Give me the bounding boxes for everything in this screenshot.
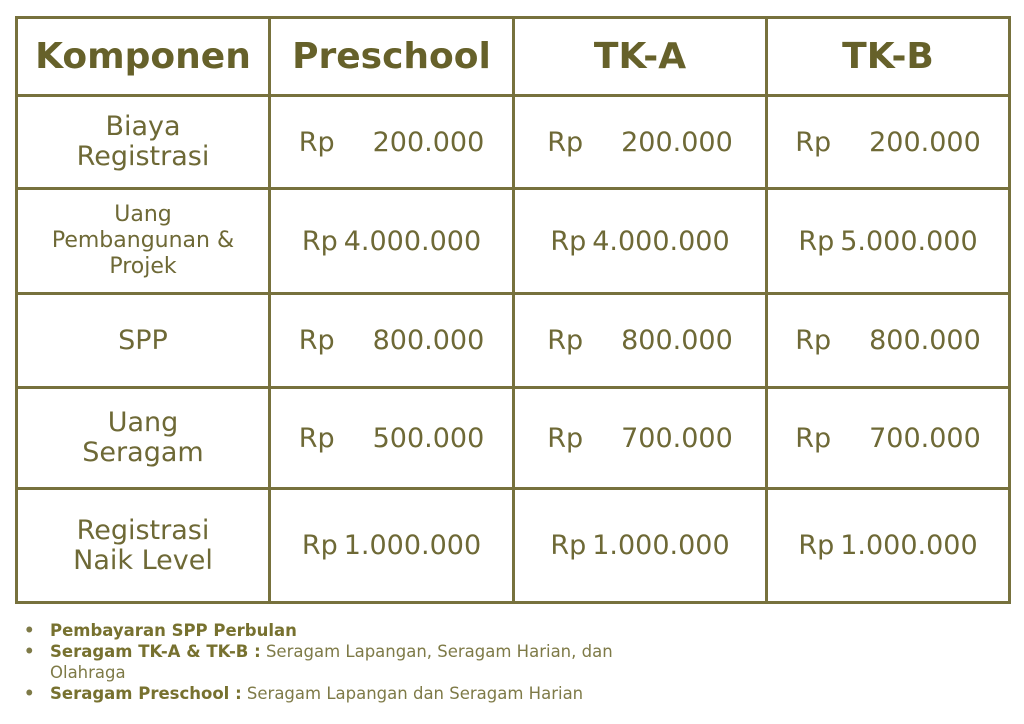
- amount-cell: Rp 700.000: [512, 386, 768, 490]
- currency-label: Rp: [298, 126, 335, 158]
- component-cell: Biaya Registrasi: [15, 94, 271, 190]
- amount: Rp 4.000.000: [515, 226, 765, 257]
- amount-cell: Rp 1.000.000: [268, 487, 515, 604]
- amount-value: 1.000.000: [343, 530, 482, 561]
- note-label: Seragam TK-A & TK-B :: [50, 642, 261, 661]
- amount-cell: Rp 5.000.000: [765, 187, 1011, 295]
- fee-table: Komponen Preschool TK-A TK-B Biaya Regis…: [15, 16, 1011, 604]
- amount: Rp 4.000.000: [271, 226, 512, 257]
- currency-label: Rp: [798, 225, 835, 257]
- amount: Rp 700.000: [768, 423, 1008, 454]
- header-preschool: Preschool: [268, 16, 515, 97]
- currency-label: Rp: [298, 422, 335, 454]
- currency-label: Rp: [547, 325, 584, 356]
- header-tk-b: TK-B: [765, 16, 1011, 97]
- amount: Rp 5.000.000: [768, 226, 1008, 257]
- amount-value: 800.000: [869, 325, 981, 356]
- note-item: Seragam TK-A & TK-B : Seragam Lapangan, …: [24, 641, 660, 683]
- notes-list: Pembayaran SPP Perbulan Seragam TK-A & T…: [24, 620, 660, 704]
- table-row: Uang Pembangunan & Projek Rp 4.000.000 Rp 4.…: [15, 187, 1011, 295]
- note-text: Seragam Lapangan, Seragam Harian, dan Ol…: [50, 642, 613, 682]
- amount-cell: Rp 200.000: [268, 94, 515, 190]
- amount-cell: Rp 800.000: [268, 292, 515, 389]
- amount: Rp 800.000: [515, 325, 765, 356]
- amount-value: 200.000: [869, 126, 981, 158]
- amount-cell: Rp 4.000.000: [512, 187, 768, 295]
- amount-value: 500.000: [372, 422, 485, 454]
- amount: Rp 1.000.000: [515, 530, 765, 561]
- table-row: SPP Rp 800.000 Rp 800.000 Rp 800.000: [15, 292, 1011, 389]
- currency-label: Rp: [795, 126, 832, 158]
- header-row: Komponen Preschool TK-A TK-B: [15, 16, 1011, 97]
- amount: Rp 800.000: [271, 325, 512, 356]
- amount-value: 5.000.000: [840, 225, 978, 257]
- table-row: Biaya Registrasi Rp 200.000 Rp 200.000 Rp 200.…: [15, 94, 1011, 190]
- amount-value: 1.000.000: [592, 530, 730, 561]
- header-tk-a: TK-A: [512, 16, 768, 97]
- note-label: Seragam Preschool :: [50, 684, 242, 703]
- currency-label: Rp: [550, 225, 587, 257]
- currency-label: Rp: [550, 530, 587, 561]
- note-item: Seragam Preschool : Seragam Lapangan dan…: [24, 683, 660, 704]
- amount-cell: Rp 800.000: [765, 292, 1011, 389]
- amount-cell: Rp 4.000.000: [268, 187, 515, 295]
- table-row: Uang Seragam Rp 500.000 Rp 700.000 Rp 700.000: [15, 386, 1011, 490]
- currency-label: Rp: [795, 422, 832, 454]
- amount: Rp 800.000: [768, 325, 1008, 356]
- amount-value: 4.000.000: [592, 225, 730, 257]
- amount-cell: Rp 1.000.000: [765, 487, 1011, 604]
- amount-cell: Rp 800.000: [512, 292, 768, 389]
- amount-value: 200.000: [372, 126, 485, 158]
- note-text: Seragam Lapangan dan Seragam Harian: [241, 684, 584, 703]
- component-cell: Registrasi Naik Level: [15, 487, 271, 604]
- amount: Rp 700.000: [515, 423, 765, 454]
- amount-cell: Rp 500.000: [268, 386, 515, 490]
- amount-cell: Rp 200.000: [512, 94, 768, 190]
- component-cell: SPP: [15, 292, 271, 389]
- amount: Rp 500.000: [271, 423, 512, 454]
- amount: Rp 200.000: [515, 127, 765, 158]
- currency-label: Rp: [795, 325, 832, 356]
- amount-value: 700.000: [869, 422, 981, 454]
- amount-value: 800.000: [372, 325, 485, 356]
- currency-label: Rp: [547, 422, 584, 454]
- amount: Rp 200.000: [271, 127, 512, 158]
- component-cell: Uang Pembangunan & Projek: [15, 187, 271, 295]
- amount: Rp 1.000.000: [768, 530, 1008, 561]
- table-row: Registrasi Naik Level Rp 1.000.000 Rp 1.000.…: [15, 487, 1011, 604]
- amount-value: 800.000: [621, 325, 733, 356]
- currency-label: Rp: [547, 126, 584, 158]
- currency-label: Rp: [798, 530, 835, 561]
- amount-cell: Rp 1.000.000: [512, 487, 768, 604]
- amount: Rp 1.000.000: [271, 530, 512, 561]
- header-komponen: Komponen: [15, 16, 271, 97]
- amount: Rp 200.000: [768, 127, 1008, 158]
- amount-value: 4.000.000: [343, 225, 482, 257]
- amount-value: 200.000: [621, 126, 733, 158]
- note-label: Pembayaran SPP Perbulan: [50, 621, 297, 640]
- amount-value: 700.000: [621, 422, 733, 454]
- amount-cell: Rp 200.000: [765, 94, 1011, 190]
- amount-cell: Rp 700.000: [765, 386, 1011, 490]
- note-item: Pembayaran SPP Perbulan: [24, 620, 660, 641]
- component-cell: Uang Seragam: [15, 386, 271, 490]
- amount-value: 1.000.000: [840, 530, 978, 561]
- currency-label: Rp: [301, 530, 338, 561]
- currency-label: Rp: [298, 325, 335, 356]
- currency-label: Rp: [301, 225, 338, 257]
